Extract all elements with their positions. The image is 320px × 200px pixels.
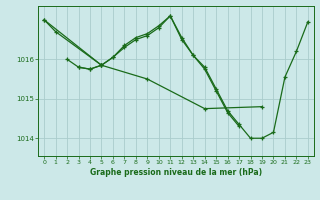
X-axis label: Graphe pression niveau de la mer (hPa): Graphe pression niveau de la mer (hPa) (90, 168, 262, 177)
